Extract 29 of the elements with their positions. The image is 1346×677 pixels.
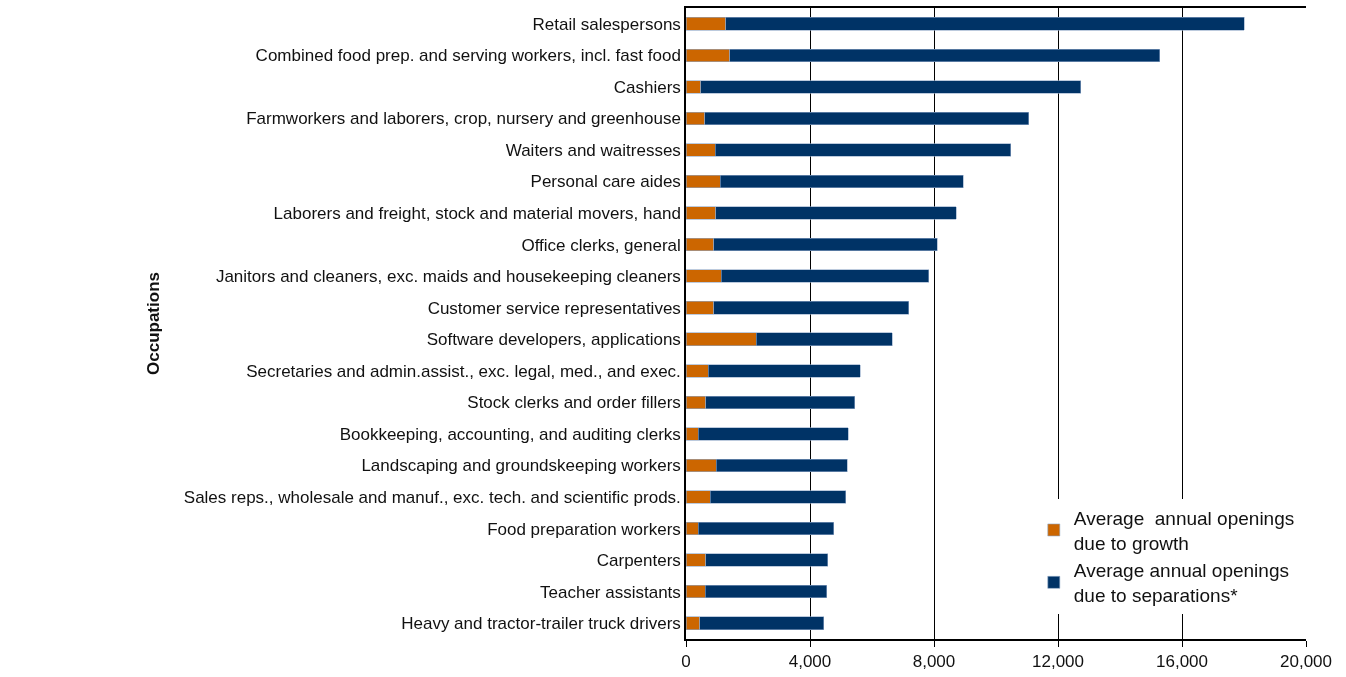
y-tick-label: Farmworkers and laborers, crop, nursery and greenhouse: [246, 109, 681, 129]
x-tick-label: 12,000: [1032, 652, 1084, 672]
x-tick-label: 16,000: [1156, 652, 1208, 672]
y-tick-label: Combined food prep. and serving workers, incl. fast food: [255, 46, 681, 66]
y-tick-label: Stock clerks and order fillers: [467, 393, 681, 413]
y-tick-label: Food preparation workers: [487, 519, 681, 539]
y-tick-label: Landscaping and groundskeeping workers: [361, 456, 681, 476]
y-axis-title: Occupations: [143, 272, 163, 375]
legend-label: Average annual openings due to separations*: [1073, 560, 1289, 607]
legend-label: Average annual openings due to growth: [1073, 508, 1295, 554]
y-tick-label: Sales reps., wholesale and manuf., exc. tech. and scientific prods.: [183, 487, 681, 507]
y-tick-label: Teacher assistants: [540, 582, 681, 602]
y-tick-label: Secretaries and admin.assist., exc. legal, med., and exec.: [246, 361, 681, 381]
x-tick-label: 20,000: [1280, 652, 1332, 672]
y-tick-label: Bookkeeping, accounting, and auditing clerks: [339, 424, 681, 444]
y-tick-label: Personal care aides: [530, 172, 681, 192]
y-tick-label: Janitors and cleaners, exc. maids and housekeeping cleaners: [215, 267, 681, 287]
y-tick-label: Customer service representatives: [427, 298, 681, 318]
y-tick-label: Cashiers: [613, 77, 681, 97]
x-tick-label: 0: [681, 652, 691, 672]
x-tick-label: 4,000: [788, 652, 832, 672]
y-tick-label: Waiters and waitresses: [505, 140, 681, 160]
y-tick-label: Retail salespersons: [532, 14, 681, 34]
y-tick-label: Heavy and tractor-trailer truck drivers: [401, 614, 681, 634]
x-tick-label: 8,000: [912, 652, 956, 672]
y-tick-label: Software developers, applications: [426, 330, 681, 350]
y-tick-label: Carpenters: [596, 551, 681, 571]
y-tick-label: Office clerks, general: [521, 235, 681, 255]
y-tick-label: Laborers and freight, stock and material movers, hand: [273, 204, 681, 224]
